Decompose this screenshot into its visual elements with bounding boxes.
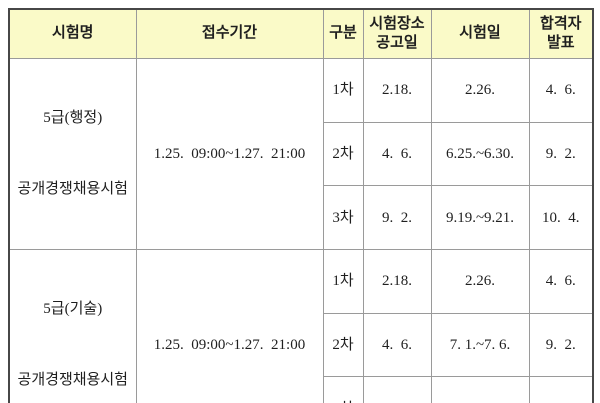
venue-announcement-cell: 9. 2. xyxy=(362,376,432,403)
venue-announcement-cell: 4. 6. xyxy=(362,121,432,187)
result-date-cell: 10. 4. xyxy=(528,185,594,250)
result-date-cell: 4. 6. xyxy=(528,249,594,314)
stage-cell: 2차 xyxy=(322,121,364,187)
header-label: 시험일 xyxy=(459,25,501,42)
header-application-period: 접수기간 xyxy=(135,8,324,59)
exam-name-cell: 5급(행정) 공개경쟁채용시험 xyxy=(8,58,137,250)
exam-date-cell: 9.19.~9.21. xyxy=(430,185,530,250)
exam-date-cell: 2.26. xyxy=(430,249,530,314)
header-label: 발표 xyxy=(546,35,575,51)
venue-announcement-cell: 2.18. xyxy=(362,58,432,123)
header-exam-name: 시험명 xyxy=(8,8,137,59)
stage-cell: 3차 xyxy=(322,376,364,403)
table-row: 3차 9. 2. 9.19.~9.21. 10. 4. xyxy=(9,376,594,403)
table-body: 5급(행정) 공개경쟁채용시험 1.25. 09:00~1.27. 21:00 … xyxy=(8,58,594,403)
exam-name-line: 5급(행정) xyxy=(43,110,103,126)
table-row: 2차 4. 6. 6.25.~6.30. 9. 2. xyxy=(9,121,594,187)
header-label: 시험장소 xyxy=(369,15,425,32)
exam-date-cell: 7. 1.~7. 6. xyxy=(430,312,530,378)
stage-cell: 1차 xyxy=(322,58,364,123)
result-date-cell: 10. 4. xyxy=(528,376,594,403)
venue-announcement-cell: 9. 2. xyxy=(362,185,432,250)
venue-announcement-cell: 4. 6. xyxy=(362,312,432,378)
header-label: 합격자 xyxy=(540,15,582,32)
header-label: 공고일 xyxy=(376,35,418,51)
header-stage: 구분 xyxy=(322,8,364,59)
table-row: 2차 4. 6. 7. 1.~7. 6. 9. 2. xyxy=(9,312,594,378)
header-label: 구분 xyxy=(329,25,357,42)
application-period-cell: 1.25. 09:00~1.27. 21:00 xyxy=(135,58,324,250)
header-label: 접수기간 xyxy=(201,25,258,42)
table-row: 3차 9. 2. 9.19.~9.21. 10. 4. xyxy=(9,185,594,250)
exam-name-line: 공개경쟁채용시험 xyxy=(17,372,128,388)
header-exam-date: 시험일 xyxy=(430,8,530,59)
result-date-cell: 4. 6. xyxy=(528,58,594,123)
exam-date-cell: 6.25.~6.30. xyxy=(430,121,530,187)
exam-name-cell: 5급(기술) 공개경쟁채용시험 xyxy=(8,249,137,403)
header-label: 시험명 xyxy=(52,25,94,42)
exam-date-cell: 9.19.~9.21. xyxy=(430,376,530,403)
venue-announcement-cell: 2.18. xyxy=(362,249,432,314)
table-row: 5급(행정) 공개경쟁채용시험 1.25. 09:00~1.27. 21:00 … xyxy=(8,58,594,250)
stage-cell: 2차 xyxy=(322,312,364,378)
table-row: 5급(기술) 공개경쟁채용시험 1.25. 09:00~1.27. 21:00 … xyxy=(8,249,594,403)
result-date-cell: 9. 2. xyxy=(528,312,594,378)
result-date-cell: 9. 2. xyxy=(528,121,594,187)
stage-cell: 1차 xyxy=(322,249,364,314)
application-period-cell: 1.25. 09:00~1.27. 21:00 xyxy=(135,249,324,403)
exam-date-cell: 2.26. xyxy=(430,58,530,123)
exam-name-line: 5급(기술) xyxy=(43,301,103,317)
stage-cell: 3차 xyxy=(322,185,364,250)
exam-name-line: 공개경쟁채용시험 xyxy=(17,181,128,197)
